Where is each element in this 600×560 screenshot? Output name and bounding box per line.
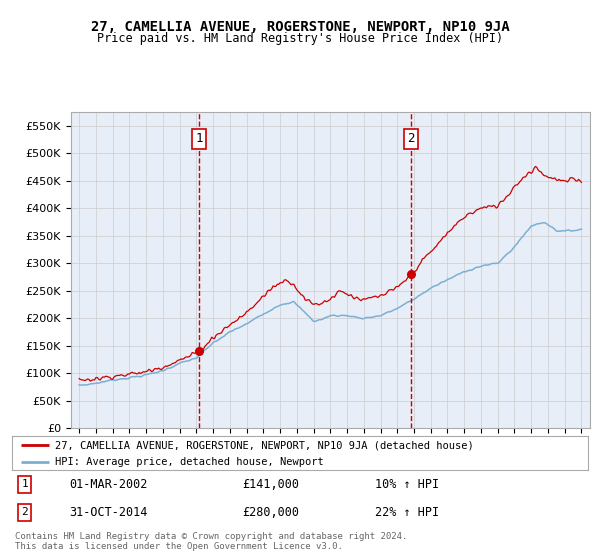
Text: Price paid vs. HM Land Registry's House Price Index (HPI): Price paid vs. HM Land Registry's House … — [97, 32, 503, 45]
Text: 31-OCT-2014: 31-OCT-2014 — [70, 506, 148, 519]
Text: 10% ↑ HPI: 10% ↑ HPI — [375, 478, 439, 491]
Text: £280,000: £280,000 — [242, 506, 299, 519]
Text: 27, CAMELLIA AVENUE, ROGERSTONE, NEWPORT, NP10 9JA (detached house): 27, CAMELLIA AVENUE, ROGERSTONE, NEWPORT… — [55, 440, 474, 450]
Text: 22% ↑ HPI: 22% ↑ HPI — [375, 506, 439, 519]
Text: 2: 2 — [21, 507, 28, 517]
Text: 27, CAMELLIA AVENUE, ROGERSTONE, NEWPORT, NP10 9JA: 27, CAMELLIA AVENUE, ROGERSTONE, NEWPORT… — [91, 20, 509, 34]
Text: 2: 2 — [407, 132, 415, 146]
Text: 01-MAR-2002: 01-MAR-2002 — [70, 478, 148, 491]
Text: 1: 1 — [196, 132, 203, 146]
Text: Contains HM Land Registry data © Crown copyright and database right 2024.
This d: Contains HM Land Registry data © Crown c… — [15, 532, 407, 552]
Text: HPI: Average price, detached house, Newport: HPI: Average price, detached house, Newp… — [55, 457, 324, 466]
Text: £141,000: £141,000 — [242, 478, 299, 491]
Text: 1: 1 — [21, 479, 28, 489]
